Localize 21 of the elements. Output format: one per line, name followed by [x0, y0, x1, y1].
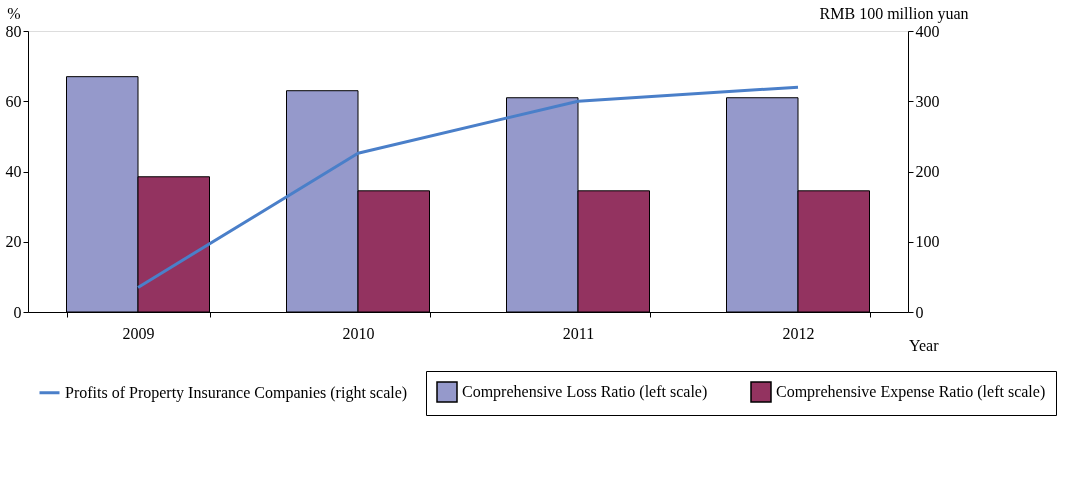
x-tick-label: 2009 [122, 324, 155, 342]
legend-label: Comprehensive Expense Ratio (left scale) [776, 383, 1046, 401]
line-series [136, 85, 800, 289]
x-axis-title: Year [909, 336, 940, 354]
y2-tick-label: 400 [915, 22, 940, 40]
y2-tick-label: 100 [915, 233, 940, 251]
y-tick-label: 80 [5, 22, 22, 40]
x-tick-label: 2010 [342, 324, 375, 342]
x-tick-label: 2011 [562, 324, 595, 342]
y2-tick-label: 200 [915, 163, 940, 180]
y-tick-label: 40 [5, 163, 22, 180]
y-tick-label: 20 [5, 233, 22, 251]
y-axis-title: % [7, 4, 21, 22]
legend-label: Profits of Property Insurance Companies (right scale) [65, 383, 408, 402]
y-tick-label: 0 [13, 303, 22, 321]
y2-tick-label: 0 [915, 303, 924, 321]
y2-axis-title: RMB 100 million yuan [819, 4, 969, 23]
y-tick-label: 60 [5, 92, 22, 110]
y2-tick-label: 300 [915, 92, 940, 110]
legend-label: Comprehensive Loss Ratio (left scale) [462, 383, 708, 401]
x-tick-label: 2012 [782, 324, 815, 342]
